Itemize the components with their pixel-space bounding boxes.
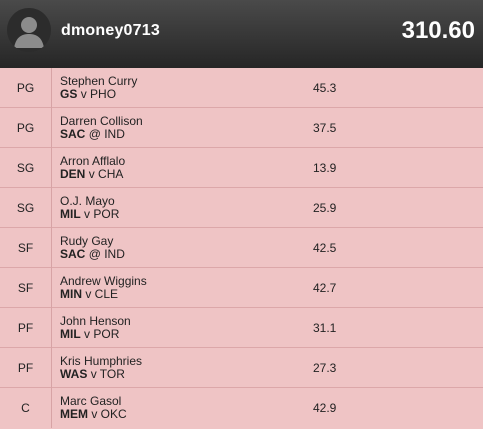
team: SAC bbox=[60, 127, 86, 141]
opponent: v OKC bbox=[91, 407, 127, 421]
player-row[interactable]: C Marc Gasol MEM v OKC 42.9 bbox=[0, 388, 483, 428]
matchup: MEM v OKC bbox=[60, 408, 127, 421]
player-name: Kris Humphries bbox=[60, 354, 143, 368]
roster-header: dmoney0713 310.60 bbox=[0, 0, 483, 68]
user-silhouette-icon bbox=[7, 8, 51, 52]
team: MIL bbox=[60, 327, 81, 341]
team: GS bbox=[60, 87, 78, 101]
player-row[interactable]: PF Kris Humphries WAS v TOR 27.3 bbox=[0, 348, 483, 388]
player-name: Marc Gasol bbox=[60, 394, 122, 408]
matchup: MIN v CLE bbox=[60, 288, 118, 301]
player-row[interactable]: PG Darren Collison SAC @ IND 37.5 bbox=[0, 108, 483, 148]
opponent: v TOR bbox=[90, 367, 125, 381]
fantasy-points: 42.9 bbox=[313, 401, 337, 415]
opponent: v CHA bbox=[88, 167, 124, 181]
player-name: Darren Collison bbox=[60, 114, 143, 128]
matchup: DEN v CHA bbox=[60, 168, 123, 181]
player-row[interactable]: SF Andrew Wiggins MIN v CLE 42.7 bbox=[0, 268, 483, 308]
opponent: v CLE bbox=[85, 287, 119, 301]
fantasy-points: 27.3 bbox=[313, 361, 337, 375]
opponent: v POR bbox=[84, 327, 120, 341]
fantasy-points: 25.9 bbox=[313, 201, 337, 215]
player-name: Arron Afflalo bbox=[60, 154, 126, 168]
team: WAS bbox=[60, 367, 88, 381]
opponent: v POR bbox=[84, 207, 120, 221]
matchup: MIL v POR bbox=[60, 208, 119, 221]
avatar[interactable] bbox=[7, 8, 51, 52]
player-row[interactable]: PF John Henson MIL v POR 31.1 bbox=[0, 308, 483, 348]
player-row[interactable]: SG O.J. Mayo MIL v POR 25.9 bbox=[0, 188, 483, 228]
player-name: John Henson bbox=[60, 314, 131, 328]
fantasy-points: 37.5 bbox=[313, 121, 337, 135]
matchup: SAC @ IND bbox=[60, 248, 125, 261]
position: C bbox=[0, 388, 52, 428]
position: PG bbox=[0, 68, 52, 108]
matchup: WAS v TOR bbox=[60, 368, 125, 381]
position: PF bbox=[0, 308, 52, 348]
username[interactable]: dmoney0713 bbox=[61, 22, 160, 39]
fantasy-points: 42.5 bbox=[313, 241, 337, 255]
player-row[interactable]: PG Stephen Curry GS v PHO 45.3 bbox=[0, 68, 483, 108]
total-score: 310.60 bbox=[401, 17, 475, 44]
player-name: O.J. Mayo bbox=[60, 194, 115, 208]
player-list: PG Stephen Curry GS v PHO 45.3 PG Darren… bbox=[0, 68, 483, 428]
player-name: Stephen Curry bbox=[60, 74, 138, 88]
team: MIL bbox=[60, 207, 81, 221]
team: DEN bbox=[60, 167, 86, 181]
position: SG bbox=[0, 148, 52, 188]
opponent: @ IND bbox=[88, 247, 125, 261]
matchup: SAC @ IND bbox=[60, 128, 125, 141]
position: SG bbox=[0, 188, 52, 228]
fantasy-points: 42.7 bbox=[313, 281, 337, 295]
matchup: GS v PHO bbox=[60, 88, 116, 101]
position: PF bbox=[0, 348, 52, 388]
fantasy-points: 31.1 bbox=[313, 321, 337, 335]
position: SF bbox=[0, 268, 52, 308]
team: SAC bbox=[60, 247, 86, 261]
matchup: MIL v POR bbox=[60, 328, 119, 341]
player-row[interactable]: SG Arron Afflalo DEN v CHA 13.9 bbox=[0, 148, 483, 188]
opponent: v PHO bbox=[80, 87, 117, 101]
position: PG bbox=[0, 108, 52, 148]
team: MEM bbox=[60, 407, 88, 421]
position: SF bbox=[0, 228, 52, 268]
opponent: @ IND bbox=[88, 127, 125, 141]
team: MIN bbox=[60, 287, 82, 301]
player-name: Andrew Wiggins bbox=[60, 274, 147, 288]
fantasy-points: 45.3 bbox=[313, 81, 337, 95]
player-name: Rudy Gay bbox=[60, 234, 114, 248]
fantasy-points: 13.9 bbox=[313, 161, 337, 175]
player-row[interactable]: SF Rudy Gay SAC @ IND 42.5 bbox=[0, 228, 483, 268]
